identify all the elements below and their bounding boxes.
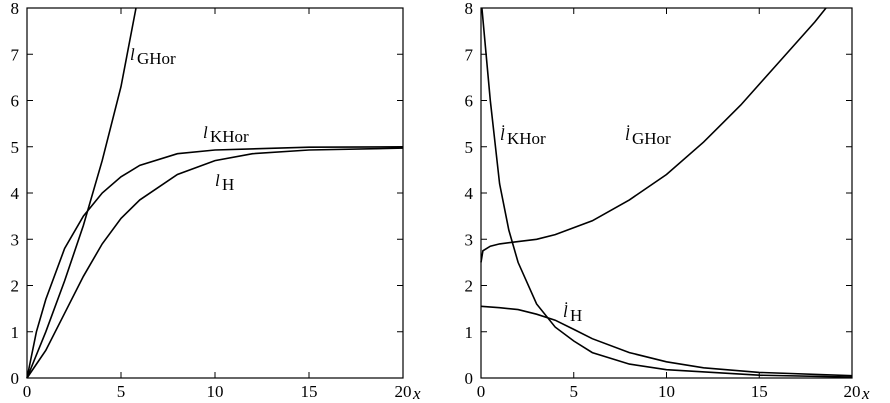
y-tick-label: 0 — [465, 369, 474, 388]
x-tick-label: 15 — [751, 382, 768, 401]
y-tick-label: 7 — [465, 45, 474, 64]
y-tick-label: 5 — [465, 138, 474, 157]
y-tick-label: 4 — [11, 184, 20, 203]
x-tick-label: 5 — [117, 382, 126, 401]
y-tick-label: 2 — [11, 277, 20, 296]
curve-label-name: l — [130, 45, 135, 64]
curve — [26, 146, 404, 379]
curve-label-sub: KHor — [210, 127, 249, 146]
plot-frame — [26, 7, 404, 379]
x-tick-label: 20 — [395, 382, 412, 401]
curve-label: l̇ GHor — [625, 125, 671, 148]
curve-label-sub: H — [222, 175, 234, 194]
curve-label-name: l — [215, 171, 220, 190]
curve-label-name: l̇ — [563, 302, 568, 321]
y-tick-label: 3 — [465, 230, 474, 249]
y-tick-label: 1 — [465, 323, 474, 342]
curve-label-name: l — [203, 123, 208, 142]
y-tick-label: 1 — [11, 323, 20, 342]
x-tick-label: 20 — [844, 382, 861, 401]
plot-frame — [480, 7, 853, 379]
y-tick-label: 7 — [11, 45, 20, 64]
y-tick-label: 2 — [465, 277, 474, 296]
curve-label: l GHor — [130, 45, 176, 68]
y-tick-label: 4 — [465, 184, 474, 203]
x-tick-label: 15 — [301, 382, 318, 401]
curve-label-sub: GHor — [137, 49, 176, 68]
x-tick-label: 0 — [477, 382, 486, 401]
curve-label: l̇ KHor — [500, 125, 546, 148]
x-tick-label: 10 — [207, 382, 224, 401]
curve-label-sub: KHor — [507, 129, 546, 148]
curve — [481, 7, 853, 378]
curve — [26, 7, 137, 379]
curve — [480, 305, 853, 377]
curve-label-sub: H — [570, 306, 582, 325]
y-tick-label: 5 — [11, 138, 20, 157]
y-tick-label: 0 — [11, 369, 20, 388]
y-tick-label: 6 — [11, 92, 20, 111]
curve — [26, 147, 404, 379]
curve-label: l̇ H — [563, 302, 582, 325]
x-tick-label: 10 — [658, 382, 675, 401]
curve-label-name: l̇ — [625, 125, 630, 144]
x-axis-label: x — [861, 384, 870, 403]
y-tick-label: 8 — [11, 0, 20, 18]
y-tick-label: 6 — [465, 92, 474, 111]
curve-label-sub: GHor — [632, 129, 671, 148]
y-tick-label: 3 — [11, 230, 20, 249]
y-tick-label: 8 — [465, 0, 474, 18]
x-tick-label: 0 — [23, 382, 32, 401]
curve-label-name: l̇ — [500, 125, 505, 144]
curve-label: l KHor — [203, 123, 249, 146]
x-axis-label: x — [412, 384, 421, 403]
curve — [480, 7, 827, 263]
x-tick-label: 5 — [570, 382, 579, 401]
